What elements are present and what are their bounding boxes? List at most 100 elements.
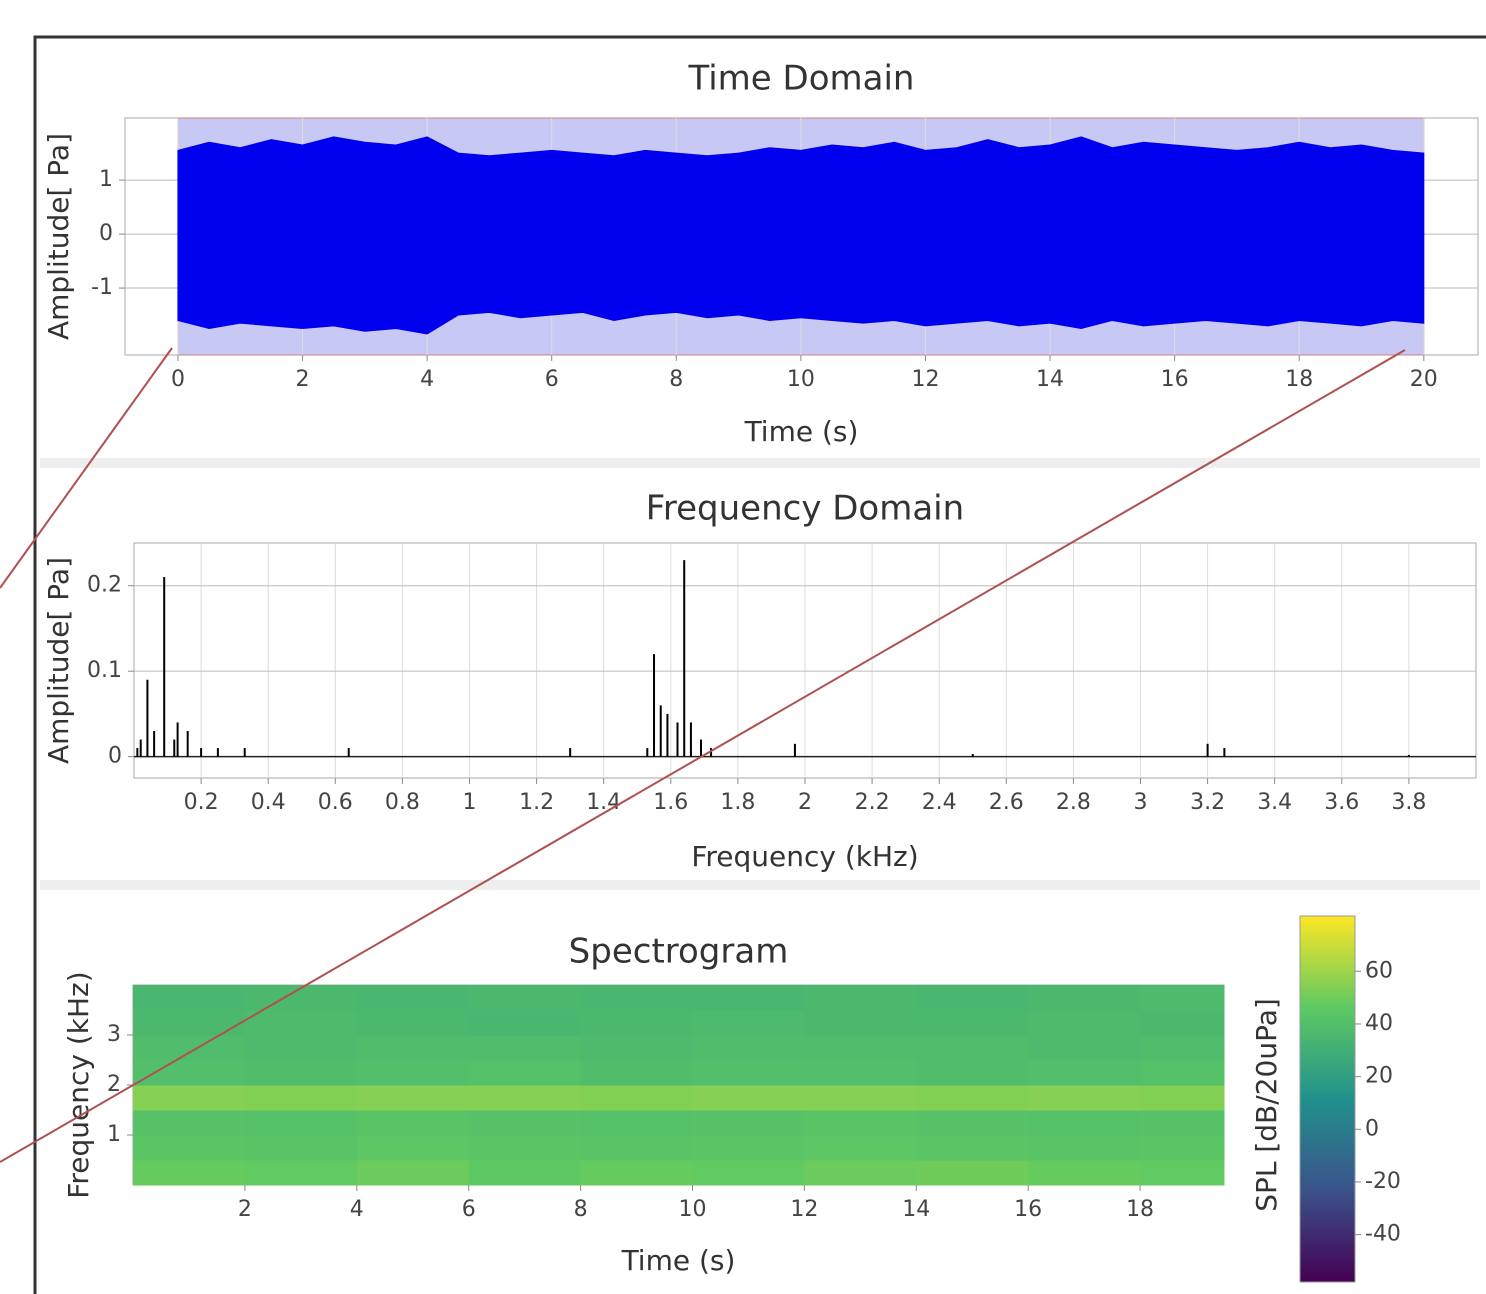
y-axis-label: Amplitude[ Pa] [42, 133, 75, 340]
heatmap-cell [356, 1085, 470, 1111]
heatmap-cell [916, 985, 1029, 1011]
heatmap-cell [1028, 1135, 1141, 1161]
heatmap-cell [580, 1135, 693, 1161]
heatmap-cell [468, 1085, 582, 1111]
heatmap-cell [692, 1010, 805, 1036]
colorbar-tick-label: -20 [1365, 1169, 1401, 1194]
heatmap-cell [133, 1110, 246, 1136]
heatmap-cell [692, 1160, 805, 1186]
x-tick-label: 1.8 [720, 790, 755, 815]
y-axis-label: Frequency (kHz) [62, 971, 95, 1198]
zoom-line [0, 347, 173, 589]
x-tick-label: 3.6 [1324, 790, 1359, 815]
heatmap-cell [244, 1110, 358, 1136]
heatmap-cell [580, 1085, 693, 1111]
y-tick-label: 1 [107, 1122, 121, 1147]
signal-area [177, 136, 1425, 235]
heatmap-cell [244, 1035, 358, 1061]
signal-area [177, 233, 1425, 335]
heatmap-cell [356, 1110, 470, 1136]
heatmap-cell [580, 1010, 693, 1036]
heatmap-cell [1028, 985, 1141, 1011]
heatmap-cell [468, 1160, 582, 1186]
heatmap-cell [356, 1060, 470, 1086]
heatmap-cell [916, 1160, 1029, 1186]
x-tick-label: 0.4 [251, 790, 286, 815]
heatmap-cell [1028, 1110, 1141, 1136]
heatmap-cell [804, 985, 917, 1011]
heatmap-cell [580, 985, 693, 1011]
heatmap-cell [580, 1060, 693, 1086]
heatmap-cell [804, 1085, 917, 1111]
heatmap-cell [916, 1135, 1029, 1161]
heatmap-cell [356, 1160, 470, 1186]
y-tick-label: 2 [107, 1072, 121, 1097]
x-tick-label: 8 [574, 1197, 588, 1222]
x-tick-label: 2.4 [922, 790, 957, 815]
x-tick-label: 2.6 [989, 790, 1024, 815]
x-tick-label: 4 [420, 367, 434, 392]
x-tick-label: 1.4 [586, 790, 621, 815]
x-tick-label: 16 [1014, 1197, 1042, 1222]
heatmap-cell [133, 1060, 246, 1086]
heatmap-cell [580, 1035, 693, 1061]
x-tick-label: 3.8 [1391, 790, 1426, 815]
heatmap-cell [468, 1110, 582, 1136]
heatmap-cell [916, 1110, 1029, 1136]
heatmap-cell [244, 1160, 358, 1186]
heatmap-cell [133, 1160, 246, 1186]
panel-divider [40, 880, 1480, 890]
heatmap-cell [468, 1060, 582, 1086]
colorbar-tick-label: 0 [1365, 1116, 1379, 1141]
heatmap-cell [692, 1085, 805, 1111]
x-tick-label: 12 [911, 367, 939, 392]
x-tick-label: 14 [1036, 367, 1064, 392]
x-axis-label: Time (s) [744, 415, 859, 448]
colorbar-label: SPL [dB/20uPa] [1250, 998, 1283, 1212]
x-tick-label: 2 [798, 790, 812, 815]
x-tick-label: 20 [1410, 367, 1438, 392]
x-tick-label: 0 [171, 367, 185, 392]
heatmap-cell [692, 1035, 805, 1061]
x-tick-label: 6 [545, 367, 559, 392]
heatmap-cell [1028, 1060, 1141, 1086]
heatmap-cell [804, 1035, 917, 1061]
x-tick-label: 18 [1126, 1197, 1154, 1222]
y-tick-label: 0 [99, 221, 113, 246]
x-axis-label: Time (s) [621, 1244, 736, 1277]
heatmap-cell [1028, 1010, 1141, 1036]
heatmap-cell [244, 1135, 358, 1161]
heatmap-cell [804, 1060, 917, 1086]
heatmap-cell [1028, 1035, 1141, 1061]
x-tick-label: 3.2 [1190, 790, 1225, 815]
heatmap-cell [692, 1110, 805, 1136]
heatmap-cell [692, 1060, 805, 1086]
heatmap-cell [244, 1085, 358, 1111]
x-tick-label: 0.6 [318, 790, 353, 815]
x-tick-label: 14 [902, 1197, 930, 1222]
x-tick-label: 6 [462, 1197, 476, 1222]
x-tick-label: 8 [669, 367, 683, 392]
heatmap-cell [468, 1135, 582, 1161]
colorbar-tick-label: -40 [1365, 1222, 1401, 1247]
x-tick-label: 1 [463, 790, 477, 815]
heatmap-cell [133, 985, 246, 1011]
colorbar-tick-label: 60 [1365, 958, 1393, 983]
heatmap-cell [1140, 1035, 1225, 1061]
heatmap-cell [1140, 985, 1225, 1011]
chart-title: Time Domain [688, 59, 915, 99]
heatmap-cell [244, 985, 358, 1011]
x-tick-label: 3.4 [1257, 790, 1292, 815]
x-tick-label: 18 [1285, 367, 1313, 392]
heatmap-cell [244, 1060, 358, 1086]
panel-divider [40, 458, 1480, 468]
heatmap-cell [916, 1085, 1029, 1111]
heatmap-cell [580, 1110, 693, 1136]
y-tick-label: 0 [108, 744, 122, 769]
heatmap-cell [1028, 1160, 1141, 1186]
heatmap-cell [356, 1010, 470, 1036]
x-tick-label: 1.6 [653, 790, 688, 815]
colorbar [1299, 915, 1356, 1283]
heatmap-cell [916, 1035, 1029, 1061]
heatmap-cell [804, 1160, 917, 1186]
